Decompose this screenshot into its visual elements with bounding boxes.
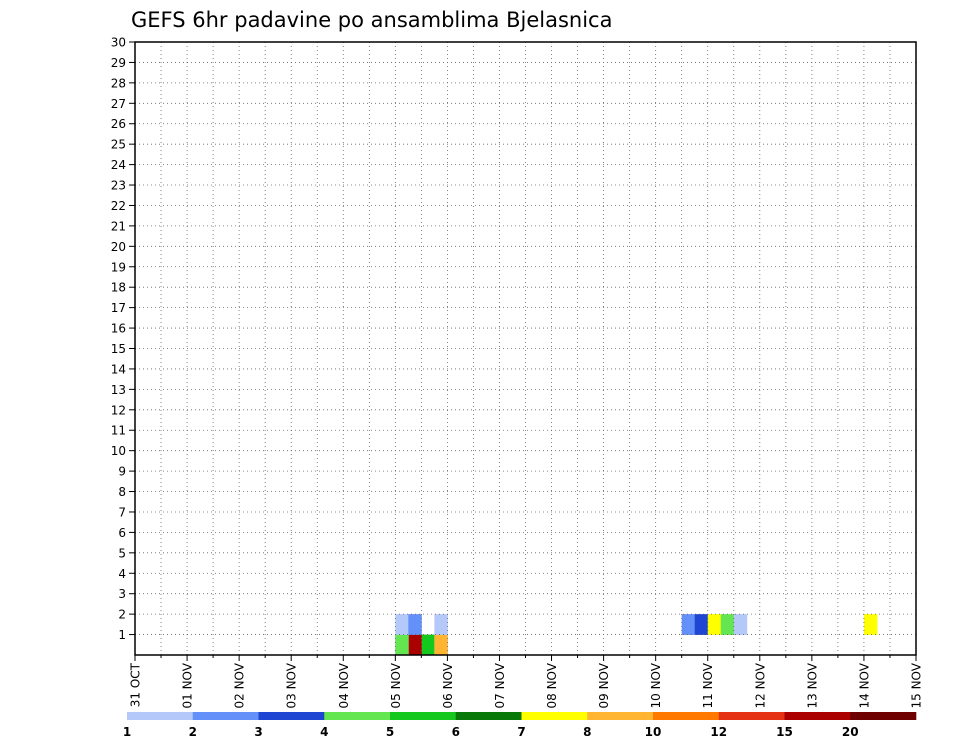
precip-cell xyxy=(720,614,735,635)
y-tick-label: 26 xyxy=(111,117,126,131)
colorbar-label: 2 xyxy=(189,725,197,739)
y-tick-label: 30 xyxy=(111,36,126,50)
y-tick-label: 8 xyxy=(118,485,126,499)
y-tick-label: 4 xyxy=(118,567,126,581)
x-tick-label: 04 NOV xyxy=(337,662,351,708)
y-tick-label: 16 xyxy=(111,322,126,336)
x-tick-label: 14 NOV xyxy=(857,662,871,708)
y-tick-label: 5 xyxy=(118,546,126,560)
x-tick-label: 06 NOV xyxy=(441,662,455,708)
x-axis-ticks: 31 OCT 01 NOV 02 NOV 03 NOV 04 NOV 05 NOV 06 N… xyxy=(129,655,924,709)
precip-cell xyxy=(681,614,696,635)
colorbar-label: 15 xyxy=(776,725,793,739)
colorbar-swatch xyxy=(653,712,720,720)
y-tick-label: 1 xyxy=(118,628,126,642)
precip-cell xyxy=(408,614,422,635)
colorbar-swatch xyxy=(258,712,325,720)
colorbar-label: 1 xyxy=(123,725,131,739)
y-tick-label: 27 xyxy=(111,97,126,111)
x-tick-label: 10 NOV xyxy=(649,662,663,708)
y-tick-label: 28 xyxy=(111,76,126,90)
precip-cell xyxy=(395,614,409,635)
y-tick-label: 20 xyxy=(111,240,126,254)
colorbar-label: 6 xyxy=(452,725,460,739)
y-tick-label: 7 xyxy=(118,505,126,519)
colorbar-swatch xyxy=(127,712,194,720)
y-tick-label: 24 xyxy=(111,158,126,172)
colorbar-label: 5 xyxy=(386,725,394,739)
precip-cell xyxy=(408,634,422,656)
colorbar-label: 7 xyxy=(517,725,525,739)
colorbar-label: 3 xyxy=(254,725,262,739)
y-tick-label: 21 xyxy=(111,219,126,233)
colorbar-swatch xyxy=(521,712,588,720)
x-tick-label: 12 NOV xyxy=(753,662,767,708)
x-tick-label: 03 NOV xyxy=(285,662,299,708)
x-tick-label: 05 NOV xyxy=(389,662,403,708)
x-tick-label: 09 NOV xyxy=(597,662,611,708)
precip-cell xyxy=(694,614,709,635)
colorbar-swatch xyxy=(587,712,654,720)
y-tick-label: 18 xyxy=(111,281,126,295)
precip-cell xyxy=(421,634,435,656)
y-tick-label: 29 xyxy=(111,56,126,70)
colorbar-label: 20 xyxy=(842,725,859,739)
y-tick-label: 3 xyxy=(118,587,126,601)
x-tick-label: 11 NOV xyxy=(701,662,715,708)
y-tick-label: 10 xyxy=(111,444,126,458)
colorbar: 1 2 3 4 5 6 7 8 10 12 15 20 xyxy=(123,712,917,739)
y-tick-label: 23 xyxy=(111,179,126,193)
grid-lines xyxy=(135,42,916,655)
colorbar-label: 8 xyxy=(583,725,591,739)
precipitation-cells xyxy=(395,614,878,656)
chart-title: GEFS 6hr padavine po ansamblima Bjelasni… xyxy=(131,8,612,32)
x-tick-label: 08 NOV xyxy=(545,662,559,708)
precip-cell xyxy=(863,614,878,635)
colorbar-swatch xyxy=(390,712,457,720)
x-tick-label: 15 NOV xyxy=(910,662,924,708)
y-tick-label: 22 xyxy=(111,199,126,213)
y-tick-label: 14 xyxy=(111,362,126,376)
y-tick-label: 12 xyxy=(111,403,126,417)
y-tick-label: 19 xyxy=(111,260,126,274)
x-tick-label: 31 OCT xyxy=(129,662,143,707)
colorbar-label: 10 xyxy=(645,725,662,739)
colorbar-label: 12 xyxy=(710,725,727,739)
y-tick-label: 13 xyxy=(111,383,126,397)
plot-frame xyxy=(134,41,917,656)
colorbar-swatch xyxy=(455,712,522,720)
x-tick-label: 01 NOV xyxy=(181,662,195,708)
y-tick-label: 9 xyxy=(118,465,126,479)
colorbar-swatch xyxy=(324,712,391,720)
x-tick-label: 13 NOV xyxy=(805,662,819,708)
x-tick-label: 07 NOV xyxy=(493,662,507,708)
y-tick-label: 6 xyxy=(118,526,126,540)
colorbar-label: 4 xyxy=(320,725,328,739)
y-tick-label: 17 xyxy=(111,301,126,315)
y-tick-label: 15 xyxy=(111,342,126,356)
colorbar-swatch xyxy=(718,712,785,720)
precip-cell xyxy=(707,614,722,635)
x-tick-label: 02 NOV xyxy=(233,662,247,708)
precip-cell xyxy=(434,634,448,656)
y-tick-label: 25 xyxy=(111,138,126,152)
precip-cell xyxy=(434,614,448,635)
colorbar-swatch xyxy=(850,712,917,720)
colorbar-swatch xyxy=(192,712,259,720)
y-axis-ticks: 1234567891011121314151617181920212223242… xyxy=(111,36,135,642)
colorbar-swatch xyxy=(784,712,851,720)
y-tick-label: 2 xyxy=(118,608,126,622)
precip-cell xyxy=(733,614,748,635)
precip-cell xyxy=(395,634,409,656)
y-tick-label: 11 xyxy=(111,424,126,438)
